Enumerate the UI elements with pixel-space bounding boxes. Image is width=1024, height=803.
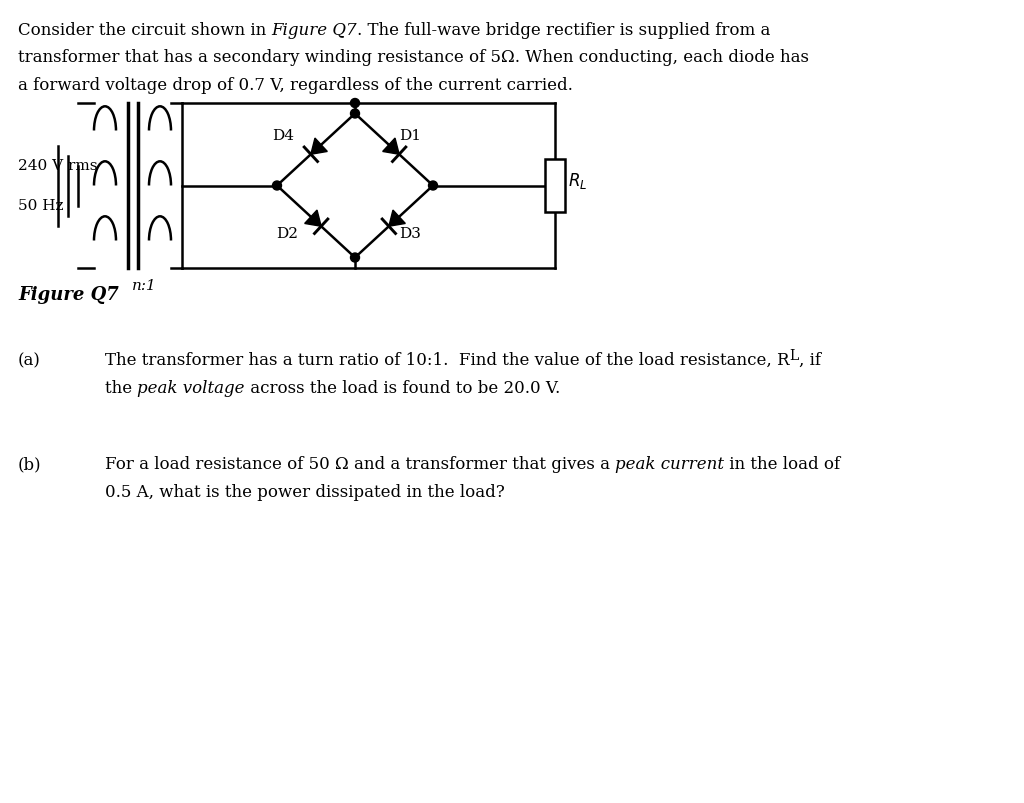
Text: peak voltage: peak voltage [137,380,245,397]
Text: D3: D3 [399,227,421,241]
Text: n:1: n:1 [132,279,157,292]
Text: Consider the circuit shown in: Consider the circuit shown in [18,22,271,39]
Text: Figure Q7: Figure Q7 [18,286,119,304]
Polygon shape [389,211,406,227]
Text: (a): (a) [18,352,41,369]
Text: D4: D4 [272,129,294,143]
Circle shape [350,110,359,119]
Text: The transformer has a turn ratio of 10:1.  Find the value of the load resistance: The transformer has a turn ratio of 10:1… [105,352,790,369]
Text: , if: , if [799,352,821,369]
Text: Figure Q7: Figure Q7 [271,22,357,39]
Text: across the load is found to be 20.0 V.: across the load is found to be 20.0 V. [245,380,560,397]
Polygon shape [311,139,328,155]
Bar [545,161,565,212]
Text: 0.5 A, what is the power dissipated in the load?: 0.5 A, what is the power dissipated in t… [105,483,505,500]
Text: $R_L$: $R_L$ [568,171,588,191]
Text: peak current: peak current [615,455,724,472]
Circle shape [272,181,282,191]
Text: . The full-wave bridge rectifier is supplied from a: . The full-wave bridge rectifier is supp… [357,22,770,39]
Circle shape [350,100,359,108]
Text: the: the [105,380,137,397]
Polygon shape [383,139,399,155]
Text: D1: D1 [399,129,421,143]
Text: The transformer has a turn ratio of 10:1.  Find the value of the load resistance: The transformer has a turn ratio of 10:1… [105,352,790,369]
Text: in the load of: in the load of [724,455,841,472]
Polygon shape [305,211,322,227]
Circle shape [428,181,437,191]
Text: (b): (b) [18,455,42,472]
Text: For a load resistance of 50 Ω and a transformer that gives a: For a load resistance of 50 Ω and a tran… [105,455,615,472]
Text: transformer that has a secondary winding resistance of 5Ω. When conducting, each: transformer that has a secondary winding… [18,50,809,67]
Text: L: L [790,349,799,362]
Text: a forward voltage drop of 0.7 V, regardless of the current carried.: a forward voltage drop of 0.7 V, regardl… [18,77,572,94]
Text: L: L [790,352,799,365]
Text: D2: D2 [276,227,298,241]
Circle shape [350,254,359,263]
Text: 50 Hz: 50 Hz [18,199,63,214]
Text: 240 V rms: 240 V rms [18,159,97,173]
